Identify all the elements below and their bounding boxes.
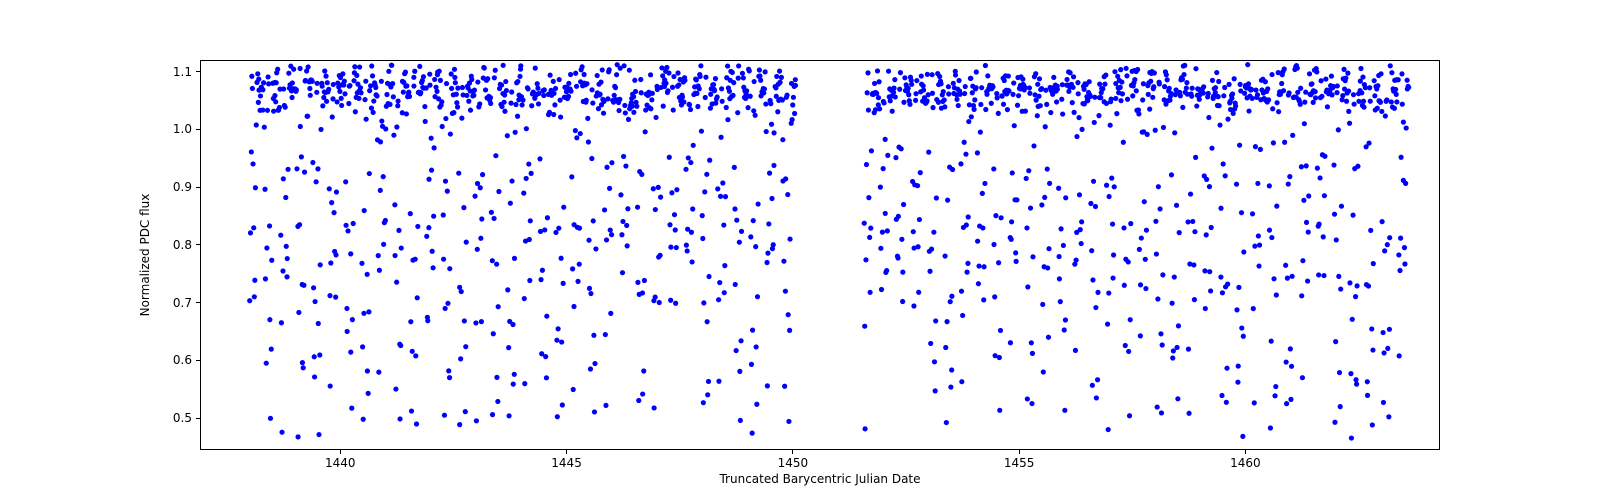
x-tick [340,450,341,454]
x-tick-label: 1455 [1004,456,1035,470]
y-tick [196,418,200,419]
data-points [247,62,1411,441]
y-tick-label: 0.8 [173,238,192,252]
y-tick [196,302,200,303]
y-tick-label: 0.6 [173,353,192,367]
y-axis-label: Normalized PDC flux [138,194,152,317]
scatter-plot [201,61,1441,451]
y-tick-label: 1.0 [173,122,192,136]
x-tick [566,450,567,454]
x-tick-label: 1460 [1230,456,1261,470]
figure-container: Normalized PDC flux Truncated Barycentri… [0,0,1600,500]
x-tick [792,450,793,454]
x-axis-label: Truncated Barycentric Julian Date [719,472,920,486]
y-tick-label: 0.7 [173,296,192,310]
y-tick [196,129,200,130]
y-tick [196,244,200,245]
y-tick [196,360,200,361]
y-tick [196,71,200,72]
x-tick-label: 1445 [551,456,582,470]
x-tick-label: 1440 [325,456,356,470]
plot-area [200,60,1440,450]
y-tick-label: 0.5 [173,411,192,425]
y-tick-label: 1.1 [173,65,192,79]
x-tick-label: 1450 [778,456,809,470]
x-tick [1245,450,1246,454]
x-tick [1019,450,1020,454]
y-tick-label: 0.9 [173,180,192,194]
y-tick [196,187,200,188]
